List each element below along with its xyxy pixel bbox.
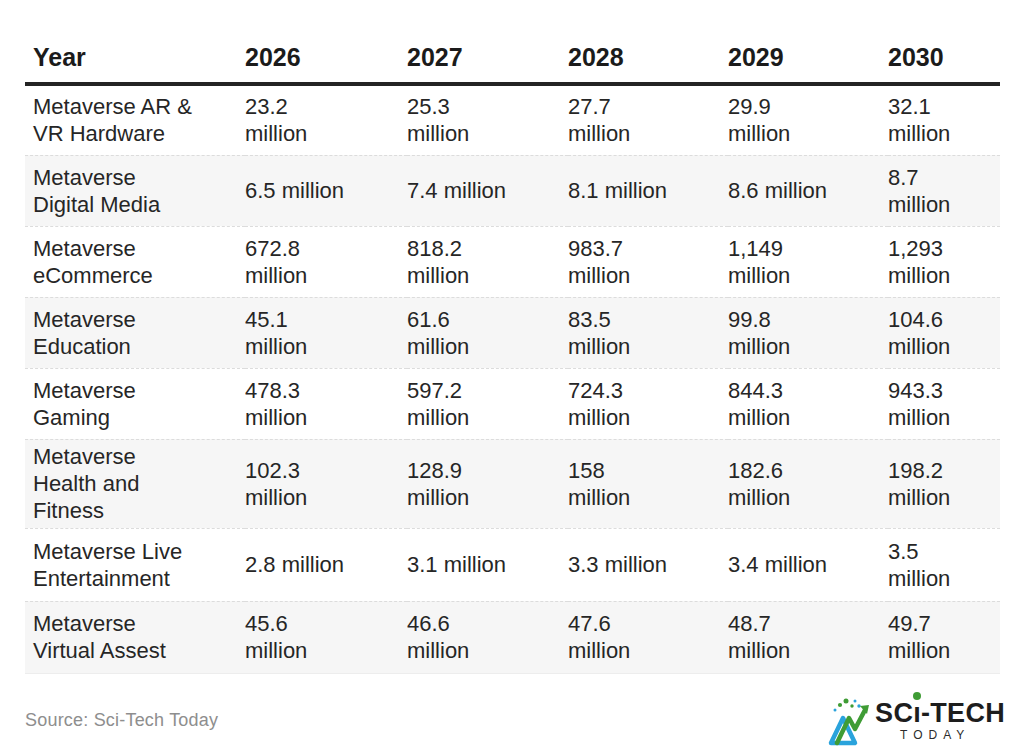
logo-title-sc: SC [875,698,913,728]
cell-2029: 182.6 million [728,439,888,528]
cell-2030: 49.7 million [888,601,1000,673]
cell-2029: 844.3 million [728,368,888,439]
column-header-2030: 2030 [888,33,1000,84]
table-header-row: Year 2026 2027 2028 2029 2030 [25,33,1000,84]
table-row: Metaverse AR & VR Hardware 23.2 million … [25,84,1000,155]
column-header-2026: 2026 [245,33,407,84]
cell-2029: 1,149 million [728,226,888,297]
cell-2028: 8.1 million [568,155,728,226]
sci-tech-today-logo-icon [827,696,871,746]
cell-2028: 983.7 million [568,226,728,297]
logo-i-char: ı [913,698,921,728]
cell-2028: 158 million [568,439,728,528]
logo-subtitle: TODAY [900,728,1005,742]
row-label: Metaverse Live Entertainment [25,528,245,601]
cell-2030: 943.3 million [888,368,1000,439]
cell-2027: 61.6 million [407,297,568,368]
cell-2028: 27.7 million [568,84,728,155]
page: Year 2026 2027 2028 2029 2030 Metaverse … [0,0,1024,746]
cell-2026: 478.3 million [245,368,407,439]
column-header-year: Year [25,33,245,84]
cell-2029: 3.4 million [728,528,888,601]
row-label: Metaverse Gaming [25,368,245,439]
row-label: Metaverse Digital Media [25,155,245,226]
column-header-2027: 2027 [407,33,568,84]
table-row: Metaverse Education 45.1 million 61.6 mi… [25,297,1000,368]
cell-2030: 3.5 million [888,528,1000,601]
cell-2030: 32.1 million [888,84,1000,155]
cell-2027: 597.2 million [407,368,568,439]
sci-tech-today-logo: SCı-TECH TODAY [827,696,1005,746]
cell-2028: 724.3 million [568,368,728,439]
cell-2026: 23.2 million [245,84,407,155]
cell-2029: 99.8 million [728,297,888,368]
logo-title-tech: -TECH [921,698,1005,728]
column-header-2028: 2028 [568,33,728,84]
cell-2029: 29.9 million [728,84,888,155]
cell-2028: 3.3 million [568,528,728,601]
cell-2030: 198.2 million [888,439,1000,528]
cell-2026: 2.8 million [245,528,407,601]
table-row: Metaverse Health and Fitness 102.3 milli… [25,439,1000,528]
cell-2027: 818.2 million [407,226,568,297]
cell-2028: 47.6 million [568,601,728,673]
row-label: Metaverse AR & VR Hardware [25,84,245,155]
cell-2026: 45.6 million [245,601,407,673]
logo-title: SCı-TECH [875,700,1005,727]
cell-2030: 104.6 million [888,297,1000,368]
logo-i-dot-icon [913,692,921,700]
table-row: Metaverse Virtual Assest 45.6 million 46… [25,601,1000,673]
logo-text: SCı-TECH TODAY [875,700,1005,742]
table-row: Metaverse Gaming 478.3 million 597.2 mil… [25,368,1000,439]
row-label: Metaverse eCommerce [25,226,245,297]
row-label: Metaverse Health and Fitness [25,439,245,528]
logo-title-i: ı [913,698,921,728]
footer: Source: Sci-Tech Today SCı-TECH TODAY [25,696,1005,746]
row-label: Metaverse Virtual Assest [25,601,245,673]
cell-2030: 8.7 million [888,155,1000,226]
cell-2026: 45.1 million [245,297,407,368]
cell-2027: 7.4 million [407,155,568,226]
source-label: Source: Sci-Tech Today [25,710,218,731]
cell-2026: 6.5 million [245,155,407,226]
cell-2028: 83.5 million [568,297,728,368]
cell-2027: 128.9 million [407,439,568,528]
cell-2027: 25.3 million [407,84,568,155]
cell-2030: 1,293 million [888,226,1000,297]
table-row: Metaverse Digital Media 6.5 million 7.4 … [25,155,1000,226]
table-row: Metaverse eCommerce 672.8 million 818.2 … [25,226,1000,297]
cell-2026: 102.3 million [245,439,407,528]
cell-2029: 8.6 million [728,155,888,226]
table-row: Metaverse Live Entertainment 2.8 million… [25,528,1000,601]
cell-2026: 672.8 million [245,226,407,297]
column-header-2029: 2029 [728,33,888,84]
cell-2027: 46.6 million [407,601,568,673]
cell-2027: 3.1 million [407,528,568,601]
row-label: Metaverse Education [25,297,245,368]
cell-2029: 48.7 million [728,601,888,673]
metaverse-data-table: Year 2026 2027 2028 2029 2030 Metaverse … [25,33,1000,674]
